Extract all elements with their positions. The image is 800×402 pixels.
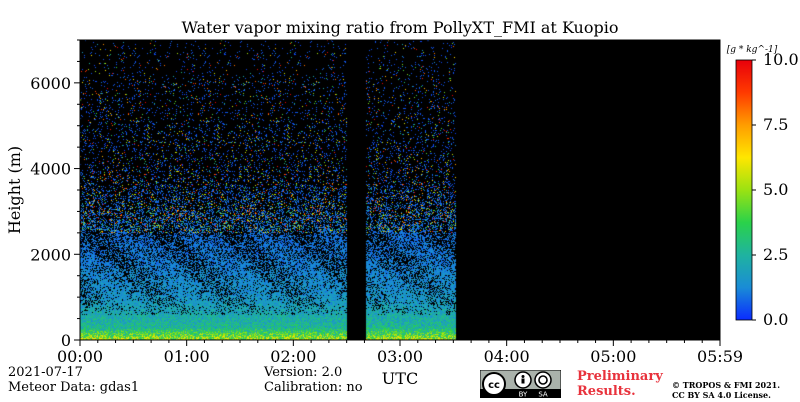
plot-area: [79, 39, 721, 341]
cc-icon-text: cc: [488, 380, 500, 391]
by-text: BY: [519, 391, 528, 399]
preliminary-line-1: Preliminary: [577, 369, 663, 384]
x-tick-label: 05:00: [590, 347, 636, 366]
x-tick-label: 01:00: [164, 347, 210, 366]
cc-icon: [482, 372, 506, 396]
meteor-data-label: Meteor Data: gdas1: [8, 380, 140, 395]
y-axis: 0 2000 4000 6000: [30, 39, 80, 350]
y-tick-label: 4000: [30, 160, 71, 179]
preliminary-results-note: Preliminary Results.: [577, 369, 663, 399]
heatmap-image: [80, 40, 720, 340]
sa-text: SA: [538, 391, 548, 399]
x-tick-label: 05:59: [697, 347, 743, 366]
calibration-label: Calibration: no: [264, 380, 363, 395]
x-tick-label: 00:00: [57, 347, 103, 366]
colorbar-tick-label: 5.0: [763, 180, 788, 199]
y-tick-label: 0: [61, 331, 71, 350]
colorbar: 0.0 2.5 5.0 7.5 10.0: [735, 50, 799, 329]
chart-title: Water vapor mixing ratio from PollyXT_FM…: [182, 18, 619, 37]
colorbar-tick-label: 10.0: [763, 50, 799, 69]
date-label: 2021-07-17: [8, 365, 83, 380]
copyright-note: © TROPOS & FMI 2021. CC BY SA 4.0 Licens…: [672, 380, 780, 400]
copyright-line-1: © TROPOS & FMI 2021.: [672, 380, 781, 390]
x-axis-label: UTC: [382, 369, 418, 388]
colorbar-tick-label: 0.0: [763, 310, 788, 329]
x-tick-label: 03:00: [377, 347, 423, 366]
x-tick-label: 02:00: [270, 347, 316, 366]
y-axis-label: Height (m): [5, 146, 24, 234]
version-label: Version: 2.0: [264, 365, 343, 380]
colorbar-gradient: [735, 59, 753, 321]
y-tick-label: 6000: [30, 74, 71, 93]
colorbar-tick-label: 7.5: [763, 115, 788, 134]
colorbar-label: [g * kg^-1]: [727, 45, 778, 55]
sa-icon: [534, 371, 552, 389]
y-tick-label: 2000: [30, 245, 71, 264]
colorbar-tick-label: 2.5: [763, 245, 788, 264]
x-tick-label: 04:00: [484, 347, 530, 366]
x-axis: 00:00 01:00 02:00 03:00 04:00 05:00 05:59: [57, 340, 743, 366]
cc-license-badge: cc BY SA: [479, 369, 562, 399]
copyright-line-2: CC BY SA 4.0 License.: [672, 390, 771, 400]
preliminary-line-2: Results.: [577, 384, 636, 399]
